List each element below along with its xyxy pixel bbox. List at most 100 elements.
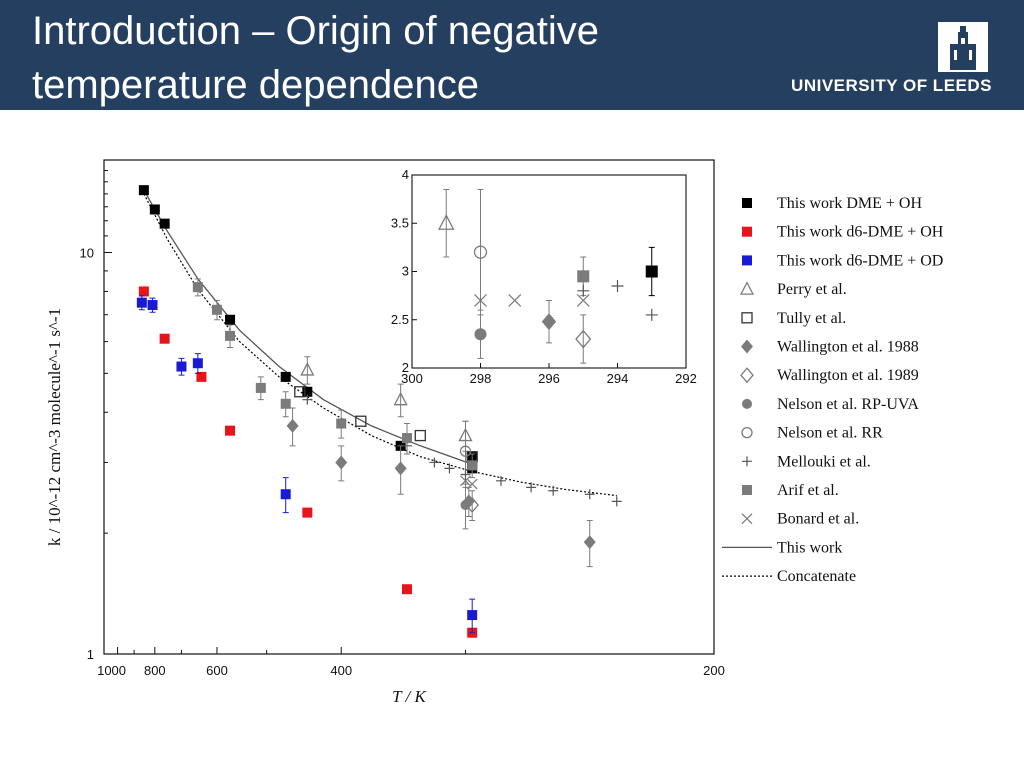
slide-title-line-2: temperature dependence — [32, 63, 479, 107]
inset-error-bar — [443, 188, 450, 258]
inset-point-nelson_uva — [474, 328, 487, 341]
inset-error-bar — [580, 314, 587, 364]
point-wall88 — [394, 461, 407, 476]
point-bonard — [460, 475, 471, 487]
point-tully — [355, 415, 367, 427]
inset-x-tick-label: 300 — [401, 371, 423, 386]
legend-label-wall89: Wallington et al. 1989 — [777, 367, 919, 384]
point-d6_od — [147, 300, 158, 311]
point-d6_od — [136, 297, 147, 308]
chart-legend: This work DME + OH This work d6-DME + OH T… — [722, 195, 944, 585]
point-d6_oh — [402, 584, 413, 595]
error-bar — [397, 383, 404, 418]
legend-marker-nelson_uva — [742, 398, 752, 409]
x-tick-label: 1000 — [97, 663, 126, 678]
x-tick-label: 200 — [703, 663, 725, 678]
legend-label-nelson_rr: Nelson et al. RR — [777, 425, 883, 442]
legend-marker-d6_od — [742, 255, 752, 266]
point-d6_od — [467, 610, 478, 621]
point-arif — [192, 282, 203, 293]
point-arif — [280, 398, 291, 409]
point-d6_od — [192, 358, 203, 369]
point-dme_oh — [138, 185, 149, 196]
legend-marker-tully — [741, 312, 753, 324]
inset-x-tick-label: 298 — [470, 371, 492, 386]
point-d6_oh — [196, 371, 207, 382]
legend-label-d6_oh: This work d6-DME + OH — [777, 224, 944, 241]
point-wall88 — [335, 455, 348, 470]
legend-label-tully: Tully et al. — [777, 310, 846, 327]
point-mellouki — [302, 394, 313, 405]
inset-point-nelson_rr — [473, 245, 488, 259]
x-tick-label: 800 — [144, 663, 166, 678]
legend-marker-bonard — [741, 513, 753, 525]
y-axis-title: k / 10^-12 cm^-3 molecule^-1 s^-1 — [45, 308, 64, 546]
point-d6_od — [280, 489, 291, 500]
error-bar — [304, 356, 311, 385]
point-arif — [402, 433, 413, 444]
inset-point-bonard — [508, 294, 522, 307]
legend-label-fit: This work — [777, 539, 842, 556]
y-tick-label: 10 — [80, 246, 94, 261]
y-tick-label: 1 — [87, 647, 94, 662]
inset-point-wall88 — [541, 313, 557, 331]
point-mellouki — [495, 475, 506, 486]
legend-marker-wall88 — [741, 339, 753, 354]
point-d6_oh — [225, 425, 236, 436]
legend-marker-wall89 — [740, 367, 754, 384]
legend-label-mellouki: Mellouki et al. — [777, 453, 871, 470]
point-perry — [393, 391, 408, 406]
legend-label-wall88: Wallington et al. 1988 — [777, 339, 919, 356]
legend-label-dme_oh: This work DME + OH — [777, 195, 922, 212]
point-mellouki — [429, 457, 440, 468]
legend-marker-nelson_rr — [741, 426, 753, 439]
inset-point-wall89 — [575, 329, 592, 349]
point-wall88 — [286, 418, 299, 433]
inset-point-mellouki — [645, 308, 658, 321]
point-tully — [414, 429, 426, 442]
x-axis-title: T / K — [392, 687, 427, 706]
x-tick-label: 400 — [330, 663, 352, 678]
point-dme_oh — [149, 204, 160, 215]
legend-label-nelson_uva: Nelson et al. RP-UVA — [777, 396, 919, 413]
point-mellouki — [526, 482, 537, 493]
legend-label-perry: Perry et al. — [777, 281, 847, 298]
point-perry — [300, 362, 315, 376]
inset-y-tick-label: 3.5 — [391, 215, 409, 230]
point-arif — [211, 304, 222, 315]
slide-title: Introduction – Origin of negative temper… — [32, 4, 712, 112]
axis-titles: T / K k / 10^-12 cm^-3 molecule^-1 s^-1 — [45, 308, 428, 706]
inset-x-tick-label: 296 — [538, 371, 560, 386]
slide-header: Introduction – Origin of negative temper… — [0, 0, 1024, 110]
inset-point-dme_oh — [645, 265, 658, 278]
point-dme_oh — [159, 218, 170, 229]
university-name: UNIVERSITY OF LEEDS — [791, 76, 992, 95]
point-mellouki — [611, 496, 622, 507]
point-wall88 — [583, 535, 596, 550]
university-crest-icon — [938, 22, 988, 72]
x-tick-label: 600 — [206, 663, 228, 678]
inset-x-tick-label: 292 — [675, 371, 697, 386]
point-nelson_rr — [459, 445, 472, 457]
point-dme_oh — [225, 314, 236, 325]
legend-label-bonard: Bonard et al. — [777, 511, 859, 528]
point-d6_oh — [302, 507, 313, 518]
legend-label-arif: Arif et al. — [777, 482, 839, 499]
slide-title-line-1: Introduction – Origin of negative — [32, 9, 600, 53]
inset-point-bonard — [474, 294, 487, 307]
legend-marker-dme_oh — [742, 198, 752, 208]
point-d6_oh — [138, 286, 149, 297]
main-plot-frame — [103, 159, 715, 655]
point-bonard — [466, 478, 478, 490]
point-arif — [336, 418, 347, 429]
legend-label-concat: Concatenate — [777, 568, 856, 585]
point-mellouki — [460, 469, 471, 480]
inset-point-arif — [577, 270, 590, 283]
legend-marker-perry — [739, 281, 755, 295]
inset-y-tick-label: 3 — [402, 264, 409, 279]
university-logo: UNIVERSITY OF LEEDS — [712, 22, 992, 102]
point-mellouki — [548, 485, 559, 496]
legend-marker-arif — [742, 485, 752, 495]
inset-y-tick-label: 2.5 — [391, 312, 409, 327]
